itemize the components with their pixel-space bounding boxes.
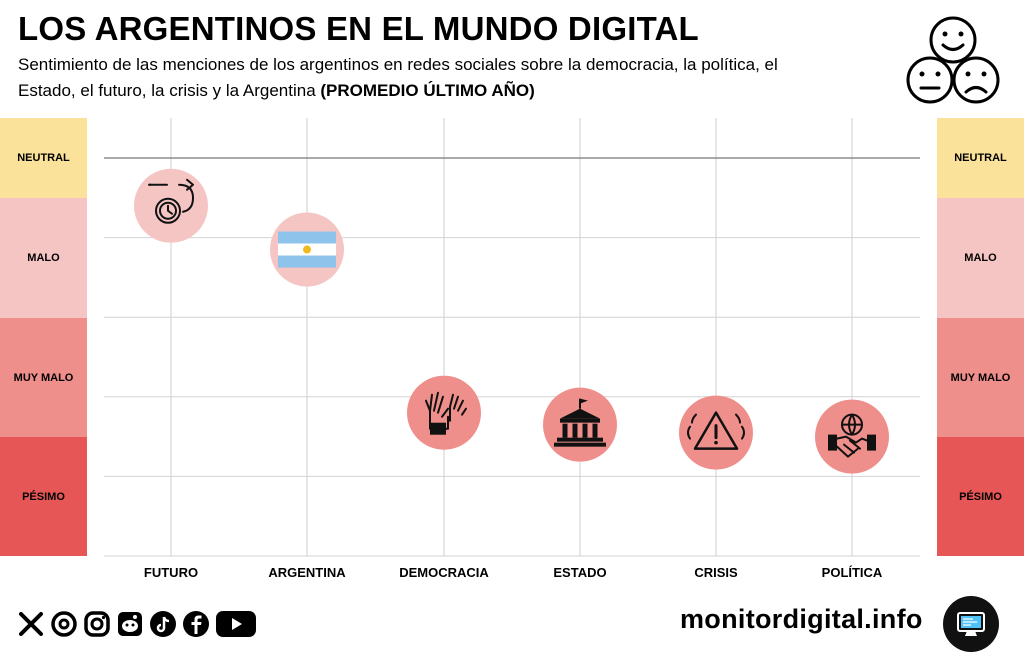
subtitle-bold: (PROMEDIO ÚLTIMO AÑO)	[320, 81, 535, 100]
page-title: LOS ARGENTINOS EN EL MUNDO DIGITAL	[18, 10, 699, 47]
reddit-icon[interactable]	[115, 609, 145, 639]
scale-band-right-neutral: NEUTRAL	[937, 118, 1024, 198]
x-tick-label: ESTADO	[553, 565, 606, 580]
argentina-flag-icon	[278, 231, 336, 268]
youtube-icon[interactable]	[214, 609, 258, 639]
instagram-icon[interactable]	[82, 609, 112, 639]
data-marker-crisis	[679, 395, 753, 470]
scale-band-left-pésimo: PÉSIMO	[0, 437, 87, 556]
scale-band-right-malo: MALO	[937, 198, 1024, 318]
brand-url[interactable]: monitordigital.info	[680, 604, 923, 634]
handshake-globe-icon	[828, 413, 876, 458]
subtitle: Sentimiento de las menciones de los arge…	[18, 52, 818, 104]
data-marker-futuro	[134, 168, 208, 243]
data-marker-política	[815, 399, 889, 474]
subtitle-text: Sentimiento de las menciones de los arge…	[18, 55, 778, 100]
clock-arrow-icon	[148, 178, 194, 224]
tiktok-icon[interactable]	[148, 609, 178, 639]
facebook-icon[interactable]	[181, 609, 211, 639]
x-icon[interactable]	[16, 609, 46, 639]
scale-band-right-muy-malo: MUY MALO	[937, 318, 1024, 437]
x-tick-label: ARGENTINA	[268, 565, 346, 580]
x-tick-label: POLÍTICA	[822, 565, 883, 580]
government-building-icon	[554, 398, 606, 447]
scale-band-left-malo: MALO	[0, 198, 87, 318]
threads-icon[interactable]	[49, 609, 79, 639]
data-marker-argentina	[270, 212, 344, 287]
monitor-icon	[943, 596, 999, 652]
warning-icon	[687, 411, 745, 450]
scale-band-left-neutral: NEUTRAL	[0, 118, 87, 198]
scale-band-right-pésimo: PÉSIMO	[937, 437, 1024, 556]
x-tick-label: DEMOCRACIA	[399, 565, 489, 580]
data-marker-estado	[543, 387, 617, 462]
data-marker-democracia	[407, 375, 481, 450]
x-tick-label: FUTURO	[144, 565, 198, 580]
x-tick-label: CRISIS	[694, 565, 738, 580]
sentiment-faces-icon	[906, 16, 1000, 104]
social-icons	[16, 607, 258, 641]
raised-hands-icon	[425, 391, 467, 435]
scale-band-left-muy-malo: MUY MALO	[0, 318, 87, 437]
